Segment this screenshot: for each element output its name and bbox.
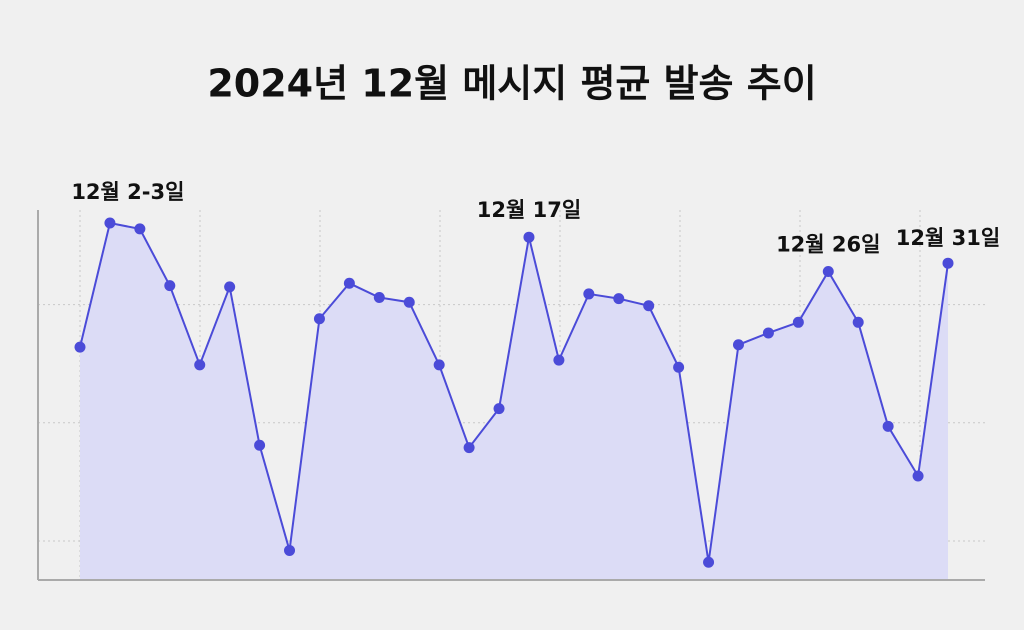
point (792, 316, 804, 328)
point (134, 223, 146, 235)
annotation: 12월 2-3일 (71, 180, 184, 204)
point (912, 470, 924, 482)
point (433, 359, 445, 371)
point (493, 403, 505, 415)
point (284, 544, 296, 556)
point (762, 327, 774, 339)
point (703, 556, 715, 568)
point (673, 361, 685, 373)
point (313, 313, 325, 325)
point (254, 439, 266, 451)
point (942, 257, 954, 269)
point (224, 281, 236, 293)
point (852, 316, 864, 328)
point (194, 359, 206, 371)
point (74, 341, 86, 353)
point (882, 420, 894, 432)
point (732, 339, 744, 351)
point (343, 277, 355, 289)
annotation: 12월 26일 (776, 232, 880, 256)
point (523, 231, 535, 243)
point (613, 293, 625, 305)
chart-title: 2024년 12월 메시지 평균 발송 추이 (207, 62, 816, 106)
point (164, 280, 176, 292)
point (553, 354, 565, 366)
point (583, 288, 595, 300)
line (79, 221, 949, 563)
point (403, 296, 415, 308)
point (643, 300, 655, 312)
point (373, 291, 385, 303)
area (80, 223, 948, 581)
point (822, 265, 834, 277)
annotation: 12월 31일 (896, 226, 1000, 250)
annotation: 12월 17일 (477, 198, 581, 222)
point (104, 217, 116, 229)
point (463, 442, 475, 454)
